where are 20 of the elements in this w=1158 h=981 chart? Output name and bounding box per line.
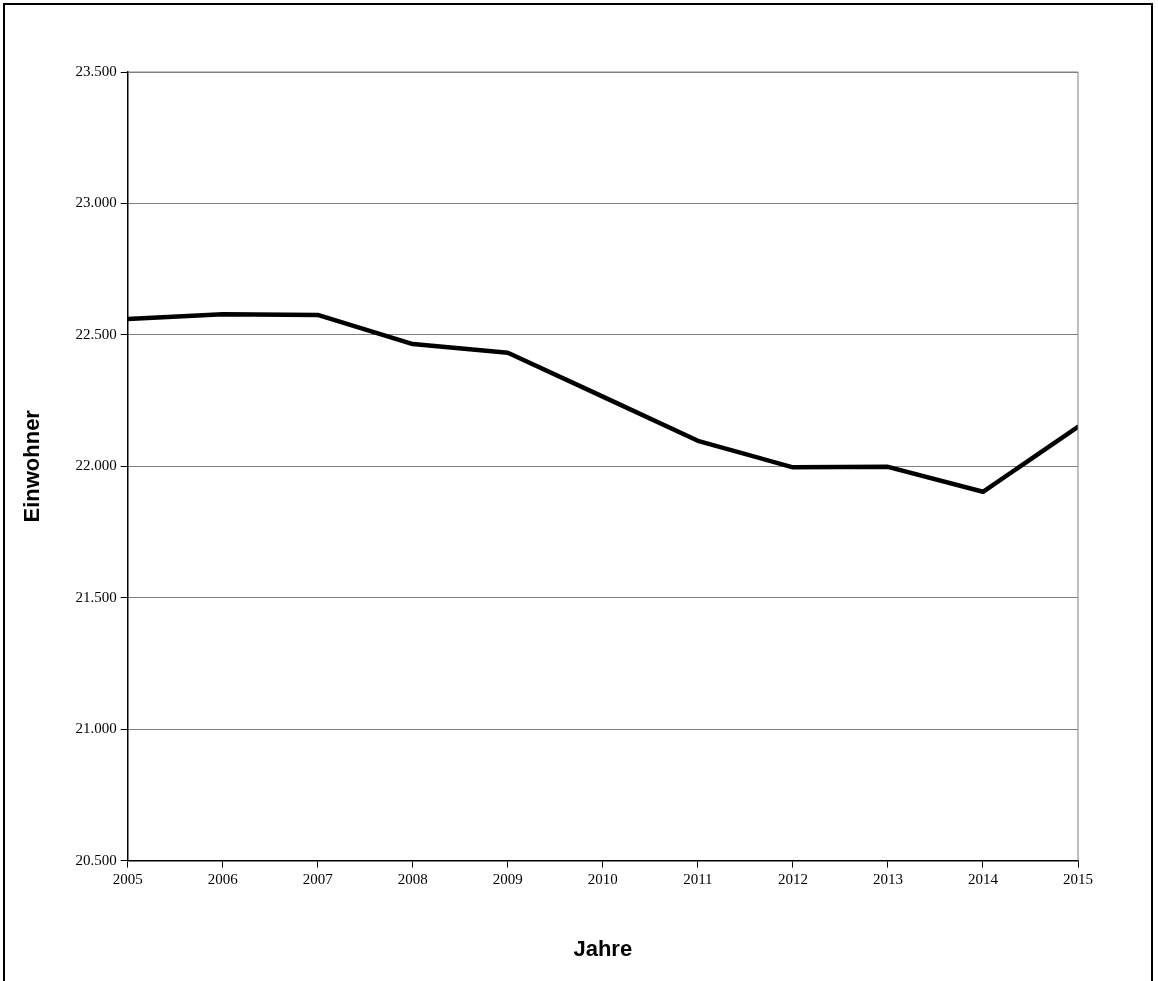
y-tick-label: 23.500: [75, 62, 117, 79]
y-tick-label: 23.000: [75, 194, 117, 211]
x-tick-label: 2010: [587, 870, 618, 887]
x-axis-title: Jahre: [573, 935, 633, 961]
y-tick-label: 21.000: [75, 720, 117, 737]
x-tick-label: 2007: [302, 870, 334, 887]
x-tick-label: 2012: [777, 870, 808, 887]
x-tick-label: 2015: [1063, 870, 1093, 887]
x-tick-label: 2013: [872, 870, 903, 887]
y-axis-title: Einwohner: [19, 409, 45, 523]
x-tick-label: 2009: [492, 870, 523, 887]
x-tick-label: 2014: [967, 870, 999, 887]
y-tick-label: 20.500: [75, 851, 117, 868]
y-tick-label: 21.500: [75, 588, 117, 605]
y-tick-label: 22.500: [75, 325, 117, 342]
x-tick-label: 2011: [683, 870, 713, 887]
x-tick-label: 2006: [207, 870, 239, 887]
y-tick-label: 22.000: [75, 457, 117, 474]
x-tick-label: 2008: [397, 870, 428, 887]
x-tick-label: 2005: [112, 870, 143, 887]
